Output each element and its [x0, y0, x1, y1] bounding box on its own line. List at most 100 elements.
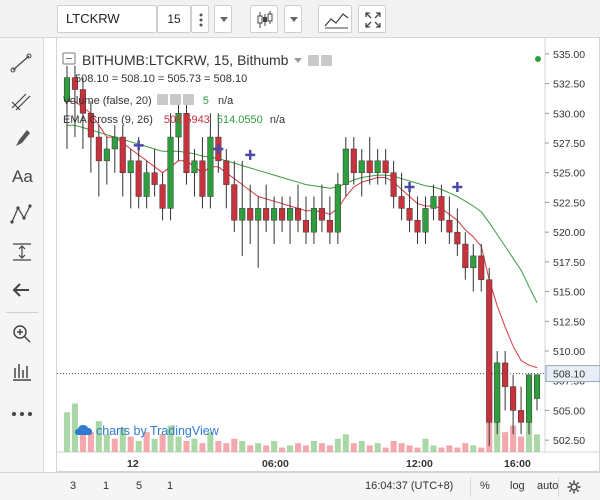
candle-body [207, 136, 214, 197]
brush-tool[interactable] [0, 120, 44, 156]
price-chart[interactable]: 535.00 532.50 530.00 527.50 525.00 522.50 520.… [57, 38, 600, 472]
text-tool[interactable]: Aa [0, 158, 44, 194]
volume-bar [318, 443, 325, 452]
tradingview-watermark[interactable]: charts by TradingView [96, 424, 219, 438]
trend-line-tool[interactable] [0, 44, 44, 80]
volume-bar [366, 445, 373, 452]
candle-body [119, 136, 126, 173]
candle-body [159, 184, 166, 209]
volume-bar [239, 440, 246, 452]
volume-bar [199, 443, 206, 452]
collapse-legend-icon[interactable] [62, 52, 78, 66]
volume-bar [279, 447, 286, 452]
candle-body [271, 208, 278, 221]
measure-tool[interactable] [0, 234, 44, 270]
candle-body [502, 362, 509, 387]
volume-bar [287, 445, 294, 452]
volume-bar [159, 434, 166, 452]
price-tick-label: 517.50 [553, 257, 585, 269]
price-tick-label: 512.50 [553, 316, 585, 328]
candle-body [79, 89, 86, 114]
pattern-tool[interactable] [0, 196, 44, 232]
volume-bar [167, 425, 174, 452]
range-button[interactable]: 5 [136, 480, 143, 492]
chevron-down-icon [290, 17, 298, 22]
candle-body [406, 208, 413, 221]
candle-body [183, 113, 190, 173]
live-status-dot [535, 56, 541, 62]
percent-toggle[interactable]: % [480, 480, 490, 492]
log-toggle[interactable]: log [510, 480, 525, 492]
volume-bar [255, 443, 262, 452]
price-tick-label: 530.00 [553, 108, 585, 120]
volume-bar [502, 432, 509, 452]
candle-body [518, 410, 525, 423]
price-tick-label: 502.50 [553, 435, 585, 447]
volume-bar [414, 447, 421, 452]
auto-toggle[interactable]: auto [537, 480, 559, 492]
volume-value: 5 [202, 95, 209, 107]
candle-body [494, 362, 501, 423]
close-icon[interactable] [182, 94, 194, 105]
volume-bar [87, 432, 94, 452]
candle-body [191, 160, 198, 173]
candle-body [294, 208, 302, 221]
time-axis[interactable]: 12 06:00 12:00 16:00 [56, 452, 600, 472]
price-tick-label: 510.00 [553, 346, 585, 358]
range-button[interactable]: 1 [167, 480, 174, 492]
range-button[interactable]: 3 [70, 480, 77, 492]
trend-line-icon [10, 53, 32, 73]
candle-body [247, 208, 254, 221]
chart-style-dropdown[interactable] [284, 5, 302, 33]
object-tree-tool[interactable] [0, 354, 44, 390]
zoom-tool[interactable] [0, 316, 44, 352]
symbol-search-input[interactable]: LTCKRW [57, 5, 157, 33]
more-tools-button[interactable] [0, 396, 44, 432]
more-dots-icon [12, 412, 32, 416]
remove-drawings-tool[interactable] [0, 272, 44, 308]
chart-pane[interactable]: 535.00 532.50 530.00 527.50 525.00 522.50 520.… [56, 38, 600, 472]
candle-body [470, 255, 477, 269]
price-tick-label: 527.50 [553, 138, 585, 150]
volume-bar [358, 440, 365, 452]
candle-body [127, 160, 134, 173]
chevron-down-icon[interactable] [294, 58, 303, 63]
volume-bar [438, 447, 445, 452]
indicators-button[interactable] [318, 5, 352, 33]
left-drawing-toolbar: Aa [0, 0, 44, 500]
volume-legend: Volume (false, 20) 5 n/a [63, 94, 233, 107]
interval-button[interactable]: 15 [157, 5, 191, 33]
interval-menu-button[interactable] [191, 5, 209, 33]
clock-timezone[interactable]: 16:04:37 (UTC+8) [365, 480, 454, 492]
title-controls[interactable] [288, 52, 333, 68]
symbol-title: BITHUMB:LTCKRW, 15, Bithumb [82, 52, 333, 68]
fullscreen-button[interactable] [358, 5, 386, 33]
volume-label: Volume (false, 20) [63, 95, 152, 107]
volume-bar [143, 432, 150, 452]
candle-body [398, 196, 405, 209]
gear-icon[interactable] [567, 480, 581, 494]
eye-icon[interactable] [156, 94, 168, 105]
candle-body [175, 113, 182, 138]
volume-bar [374, 443, 381, 452]
volume-bar [462, 443, 469, 452]
time-label: 16:00 [504, 458, 531, 470]
price-tick-label: 515.00 [553, 287, 585, 299]
gear-icon[interactable] [321, 55, 333, 66]
candle-body [342, 148, 349, 185]
volume-bar [247, 445, 254, 452]
range-button[interactable]: 1 [103, 480, 110, 492]
gear-icon[interactable] [169, 94, 181, 105]
chart-style-button[interactable] [250, 5, 278, 33]
time-label: 12 [127, 458, 139, 470]
interval-dropdown[interactable] [214, 5, 232, 33]
volume-bar [510, 425, 517, 452]
brush-icon [16, 130, 30, 146]
divider [470, 477, 471, 497]
pitchfork-tool[interactable] [0, 82, 44, 118]
candle-body [167, 136, 174, 209]
candle-body [143, 172, 150, 197]
volume-controls[interactable] [152, 94, 194, 107]
settings-icon[interactable] [308, 55, 320, 66]
volume-bar [183, 440, 190, 452]
